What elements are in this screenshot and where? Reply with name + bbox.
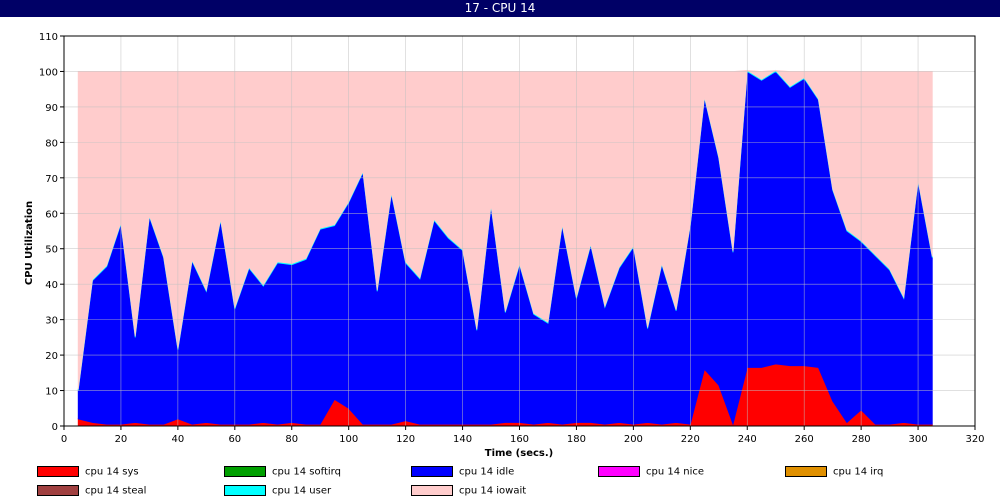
legend-swatch: [224, 466, 266, 477]
x-tick-label: 320: [965, 434, 984, 445]
legend-label: cpu 14 idle: [459, 466, 515, 478]
x-tick-label: 40: [172, 434, 185, 445]
x-tick-label: 200: [624, 434, 643, 445]
x-tick-label: 300: [909, 434, 928, 445]
legend-label: cpu 14 user: [272, 485, 332, 497]
legend-item: cpu 14 steal: [37, 485, 146, 499]
y-tick-label: 30: [45, 316, 58, 327]
legend-swatch: [224, 485, 266, 496]
legend-label: cpu 14 steal: [85, 485, 147, 497]
legend-swatch: [411, 466, 453, 477]
x-tick-label: 260: [795, 434, 814, 445]
legend-swatch: [785, 466, 827, 477]
legend-label: cpu 14 softirq: [272, 466, 341, 478]
x-tick-label: 120: [396, 434, 415, 445]
x-axis-ticks: 0 20 40 60 80 100 120 140 160 180 200 220 240 260 280 3…: [61, 426, 985, 445]
legend-item: cpu 14 softirq: [224, 466, 341, 480]
x-tick-label: 0: [61, 434, 67, 445]
window-title: 17 - CPU 14: [0, 0, 1000, 17]
legend-item: cpu 14 idle: [411, 466, 514, 480]
legend-label: cpu 14 irq: [833, 466, 884, 478]
y-tick-label: 10: [45, 387, 58, 398]
y-axis-label: CPU Utilization: [24, 201, 35, 285]
legend-swatch: [411, 485, 453, 496]
y-tick-label: 90: [45, 103, 58, 114]
y-tick-label: 60: [45, 209, 58, 220]
legend-label: cpu 14 sys: [85, 466, 139, 478]
x-tick-label: 280: [852, 434, 871, 445]
x-tick-label: 240: [738, 434, 757, 445]
legend-label: cpu 14 iowait: [459, 485, 527, 497]
legend-item: cpu 14 iowait: [411, 485, 526, 499]
cpu-utilization-chart: 0 20 40 60 80 100 120 140 160 180 200 220 240 260 280 3…: [24, 32, 985, 459]
x-tick-label: 80: [285, 434, 298, 445]
y-tick-label: 0: [52, 422, 58, 433]
x-tick-label: 60: [228, 434, 241, 445]
y-tick-label: 100: [39, 67, 58, 78]
y-tick-label: 50: [45, 245, 58, 256]
x-tick-label: 20: [115, 434, 128, 445]
y-axis-ticks: 0 10 20 30 40 50 60 70 80 90 100 110: [39, 32, 64, 433]
legend-swatch: [598, 466, 640, 477]
y-tick-label: 70: [45, 174, 58, 185]
y-tick-label: 40: [45, 280, 58, 291]
y-tick-label: 20: [45, 351, 58, 362]
x-tick-label: 100: [339, 434, 358, 445]
x-tick-label: 140: [453, 434, 472, 445]
y-tick-label: 110: [39, 32, 58, 43]
legend-swatch: [37, 485, 79, 496]
x-tick-label: 220: [681, 434, 700, 445]
legend-swatch: [37, 466, 79, 477]
legend-item: cpu 14 sys: [37, 466, 139, 480]
y-tick-label: 80: [45, 138, 58, 149]
x-axis-label: Time (secs.): [485, 448, 554, 459]
x-tick-label: 160: [510, 434, 529, 445]
x-tick-label: 180: [567, 434, 586, 445]
legend-item: cpu 14 nice: [598, 466, 704, 480]
legend-item: cpu 14 irq: [785, 466, 883, 480]
legend-item: cpu 14 user: [224, 485, 331, 499]
legend-label: cpu 14 nice: [646, 466, 705, 478]
